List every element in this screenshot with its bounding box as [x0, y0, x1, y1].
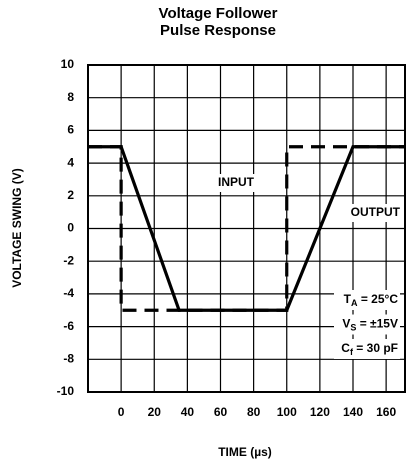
- condition-bg: [334, 314, 400, 335]
- y-tick-label: -4: [63, 286, 74, 300]
- condition-subscript: A: [351, 298, 358, 308]
- y-tick-label: -2: [63, 253, 74, 267]
- condition-subscript: S: [350, 323, 356, 333]
- x-tick-label: 100: [277, 405, 297, 419]
- condition-bg: [334, 339, 400, 359]
- series-line: [88, 145, 406, 312]
- x-tick-label: 20: [148, 405, 162, 419]
- x-axis-label: TIME (µs): [218, 445, 272, 459]
- condition-symbol: C: [341, 341, 350, 355]
- y-tick-label: -8: [63, 351, 74, 365]
- y-tick-label: 6: [67, 123, 74, 137]
- condition-value: = 30 pF: [353, 341, 398, 355]
- y-tick-label: 4: [67, 155, 74, 169]
- condition-value: = ±15V: [356, 317, 398, 331]
- chart-title: Pulse Response: [160, 22, 276, 39]
- x-tick-label: 120: [310, 405, 330, 419]
- y-tick-label: 2: [67, 188, 74, 202]
- y-tick-label: -10: [57, 384, 75, 398]
- x-tick-label: 140: [343, 405, 363, 419]
- series-label: INPUT: [218, 175, 255, 189]
- chart-title: Voltage Follower: [159, 5, 278, 22]
- label-bg: [202, 174, 256, 192]
- y-tick-label: 0: [67, 221, 74, 235]
- y-tick-label: 8: [67, 90, 74, 104]
- condition-bg: [334, 290, 400, 310]
- condition: TA = 25°C: [344, 292, 399, 308]
- x-tick-label: 40: [181, 405, 195, 419]
- label-bg: [338, 204, 402, 222]
- y-axis-label: VOLTAGE SWING (V): [10, 168, 24, 288]
- condition-value: = 25°C: [358, 292, 399, 306]
- x-tick-label: 160: [376, 405, 396, 419]
- condition-symbol: T: [344, 292, 352, 306]
- condition-symbol: V: [342, 317, 350, 331]
- x-tick-label: 0: [118, 405, 125, 419]
- series-label: OUTPUT: [351, 205, 401, 219]
- y-tick-label: 10: [61, 57, 75, 71]
- condition: Cf = 30 pF: [341, 341, 398, 357]
- condition: VS = ±15V: [342, 317, 398, 333]
- x-tick-label: 80: [247, 405, 261, 419]
- y-tick-label: -6: [63, 319, 74, 333]
- x-tick-label: 60: [214, 405, 228, 419]
- condition-subscript: f: [350, 347, 354, 357]
